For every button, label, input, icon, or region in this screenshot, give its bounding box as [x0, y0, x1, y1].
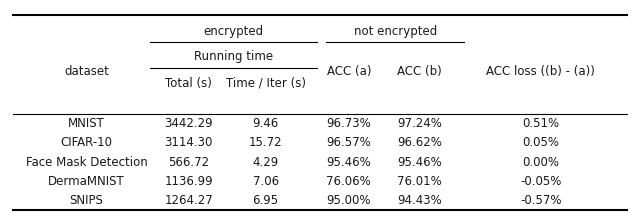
Text: 95.46%: 95.46% [397, 156, 442, 168]
Text: 96.62%: 96.62% [397, 137, 442, 149]
Text: 3114.30: 3114.30 [164, 137, 213, 149]
Text: 76.06%: 76.06% [326, 175, 371, 187]
Text: 0.00%: 0.00% [522, 156, 559, 168]
Text: 9.46: 9.46 [252, 118, 279, 130]
Text: 15.72: 15.72 [249, 137, 282, 149]
Text: 1136.99: 1136.99 [164, 175, 213, 187]
Text: 3442.29: 3442.29 [164, 118, 213, 130]
Text: -0.05%: -0.05% [520, 175, 561, 187]
Text: 95.46%: 95.46% [326, 156, 371, 168]
Text: 94.43%: 94.43% [397, 194, 442, 206]
Text: 76.01%: 76.01% [397, 175, 442, 187]
Text: DermaMNIST: DermaMNIST [48, 175, 125, 187]
Text: 96.57%: 96.57% [326, 137, 371, 149]
Text: 95.00%: 95.00% [326, 194, 371, 206]
Text: Running time: Running time [194, 50, 273, 63]
Text: 1264.27: 1264.27 [164, 194, 213, 206]
Text: 96.73%: 96.73% [326, 118, 371, 130]
Text: 0.51%: 0.51% [522, 118, 559, 130]
Text: 0.05%: 0.05% [522, 137, 559, 149]
Text: 4.29: 4.29 [252, 156, 279, 168]
Text: MNIST: MNIST [68, 118, 105, 130]
Text: Face Mask Detection: Face Mask Detection [26, 156, 147, 168]
Text: 97.24%: 97.24% [397, 118, 442, 130]
Text: ACC (a): ACC (a) [326, 65, 371, 78]
Text: CIFAR-10: CIFAR-10 [60, 137, 113, 149]
Text: -0.57%: -0.57% [520, 194, 561, 206]
Text: ACC (b): ACC (b) [397, 65, 442, 78]
Text: Total (s): Total (s) [165, 77, 212, 90]
Text: SNIPS: SNIPS [70, 194, 103, 206]
Text: 566.72: 566.72 [168, 156, 209, 168]
Text: 6.95: 6.95 [253, 194, 278, 206]
Text: 7.06: 7.06 [253, 175, 278, 187]
Text: encrypted: encrypted [204, 25, 264, 38]
Text: Time / Iter (s): Time / Iter (s) [225, 77, 306, 90]
Text: not encrypted: not encrypted [353, 25, 437, 38]
Text: ACC loss ((b) - (a)): ACC loss ((b) - (a)) [486, 65, 595, 78]
Text: dataset: dataset [64, 65, 109, 78]
